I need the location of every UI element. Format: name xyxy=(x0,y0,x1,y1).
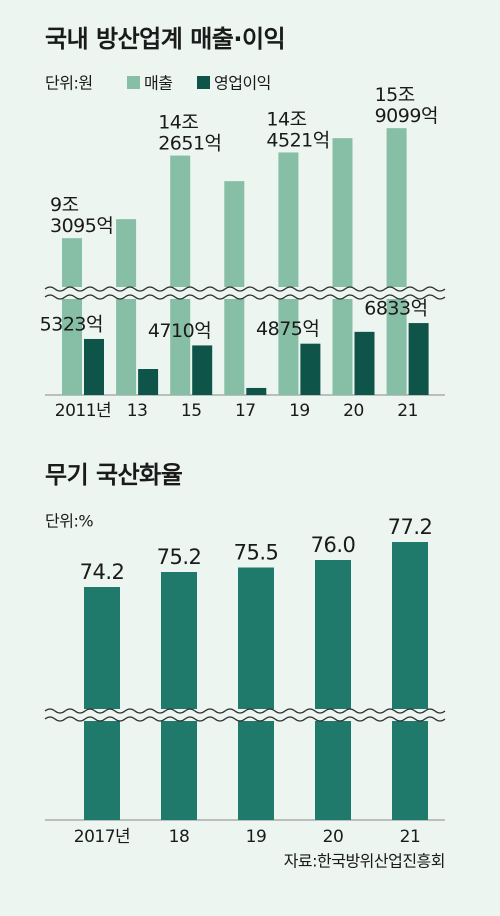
x-tick-label: 20 xyxy=(343,401,364,421)
bar xyxy=(84,338,104,395)
bar xyxy=(332,138,353,395)
x-tick-label: 15 xyxy=(181,401,202,421)
value-label: 6833억 xyxy=(364,298,427,320)
value-label: 74.2 xyxy=(80,560,125,584)
bar xyxy=(192,345,213,395)
value-label: 5323억 xyxy=(40,313,103,335)
unit-label: 단위:원 xyxy=(45,74,93,93)
value-label: 75.2 xyxy=(157,545,202,569)
source: 자료:한국방위산업진흥회 xyxy=(284,852,445,871)
bar xyxy=(392,542,428,820)
axis-break-band xyxy=(45,709,445,721)
bar xyxy=(300,343,321,395)
x-tick-label: 19 xyxy=(246,827,267,847)
bar xyxy=(138,369,159,395)
x-tick-label: 19 xyxy=(289,401,310,421)
legend-swatch xyxy=(127,76,140,89)
bar xyxy=(408,323,429,395)
bar xyxy=(354,331,375,395)
bar xyxy=(62,238,82,395)
value-label: 15조 9099억 xyxy=(375,84,438,127)
value-label: 76.0 xyxy=(311,533,356,557)
value-label: 4710억 xyxy=(148,320,211,342)
chart-title: 국내 방산업계 매출·이익 xyxy=(45,25,285,53)
bar xyxy=(84,587,120,820)
bar xyxy=(116,219,137,395)
legend-swatch xyxy=(197,76,210,89)
bar xyxy=(386,128,407,395)
axis-break-band xyxy=(45,287,445,299)
x-tick-label: 21 xyxy=(397,401,418,421)
value-label: 77.2 xyxy=(388,515,433,539)
x-tick-label: 20 xyxy=(323,827,344,847)
x-tick-label: 2011년 xyxy=(55,401,111,421)
unit-label: 단위:% xyxy=(45,512,93,531)
axis-break-line xyxy=(44,294,446,300)
axis-break-line xyxy=(44,708,446,714)
x-tick-label: 18 xyxy=(169,827,190,847)
legend-label: 영업이익 xyxy=(214,74,271,93)
value-label: 4875억 xyxy=(256,318,319,340)
bar xyxy=(315,560,351,820)
chart-title: 무기 국산화율 xyxy=(45,461,183,489)
value-label: 14조 4521억 xyxy=(266,108,329,151)
bar xyxy=(170,155,191,395)
axis-break-line xyxy=(44,286,446,292)
x-tick-label: 2017년 xyxy=(74,827,130,847)
x-tick-label: 21 xyxy=(400,827,421,847)
bar xyxy=(246,387,267,395)
x-tick-label: 17 xyxy=(235,401,256,421)
value-label: 9조 3095억 xyxy=(50,194,113,237)
axis-break-line xyxy=(44,716,446,722)
bar xyxy=(278,152,299,395)
bar xyxy=(238,567,274,820)
legend-label: 매출 xyxy=(144,74,172,93)
x-tick-label: 13 xyxy=(127,401,148,421)
bar xyxy=(161,572,197,820)
value-label: 75.5 xyxy=(234,541,279,565)
value-label: 14조 2651억 xyxy=(158,111,221,154)
